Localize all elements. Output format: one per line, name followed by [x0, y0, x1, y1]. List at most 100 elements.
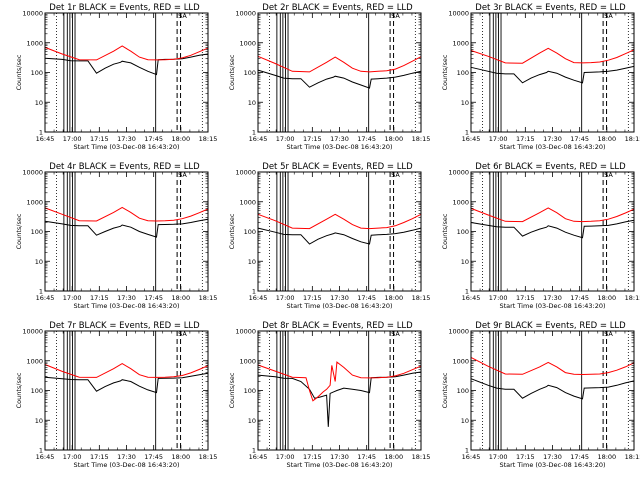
y-tick-label: 100	[457, 387, 469, 395]
x-tick-label: 17:45	[144, 135, 163, 143]
panel-title: Det 6r BLACK = Events, RED = LLD	[475, 162, 626, 172]
y-tick-label: 1	[252, 447, 256, 455]
x-tick-label: 17:30	[117, 453, 136, 461]
x-tick-label: 18:15	[625, 294, 640, 302]
y-tick-label: 1	[39, 288, 43, 296]
x-tick-label: 17:45	[570, 135, 589, 143]
x-tick-label: 17:15	[516, 294, 535, 302]
x-tick-label: 18:15	[412, 294, 431, 302]
sa-marker-label: SA	[391, 330, 400, 338]
panel-title: Det 2r BLACK = Events, RED = LLD	[262, 3, 413, 13]
x-tick-label: 17:00	[63, 294, 82, 302]
series-lld-line	[257, 213, 422, 230]
y-tick-label: 10000	[235, 169, 256, 177]
x-tick-label: 18:00	[597, 135, 616, 143]
panel-title: Det 8r BLACK = Events, RED = LLD	[262, 321, 413, 331]
x-tick-label: 18:15	[199, 294, 218, 302]
series-lld-line	[44, 363, 209, 378]
y-tick-label: 1	[39, 129, 43, 137]
y-tick-label: 1000	[239, 198, 256, 206]
x-tick-label: 17:45	[144, 294, 163, 302]
y-tick-label: 10	[35, 417, 43, 425]
panel-title: Det 4r BLACK = Events, RED = LLD	[49, 162, 200, 172]
series-events-line	[257, 69, 422, 89]
y-tick-label: 100	[457, 228, 469, 236]
y-tick-label: 10	[461, 99, 469, 107]
series-events-line	[470, 65, 635, 84]
y-tick-label: 10	[461, 417, 469, 425]
y-tick-label: 100	[457, 69, 469, 77]
y-tick-label: 10000	[22, 169, 43, 177]
y-tick-label: 10000	[22, 328, 43, 336]
x-tick-label: 17:45	[357, 453, 376, 461]
sa-marker-label: SA	[604, 12, 613, 20]
x-axis-label: Start Time (03-Dec-08 16:43:20)	[286, 143, 392, 151]
y-tick-label: 10000	[235, 328, 256, 336]
series-events-line	[44, 53, 209, 76]
x-tick-label: 17:30	[330, 294, 349, 302]
x-tick-label: 17:00	[489, 294, 508, 302]
y-tick-label: 10000	[448, 328, 469, 336]
x-axis-label: Start Time (03-Dec-08 16:43:20)	[73, 461, 179, 469]
sa-marker-label: SA	[391, 171, 400, 179]
x-tick-label: 17:45	[357, 135, 376, 143]
x-tick-label: 17:15	[303, 294, 322, 302]
y-axis-label: Counts/sec	[228, 372, 236, 408]
x-axis-label: Start Time (03-Dec-08 16:43:20)	[286, 302, 392, 310]
y-axis-label: Counts/sec	[228, 213, 236, 249]
y-tick-label: 100	[244, 69, 256, 77]
y-tick-label: 1	[39, 447, 43, 455]
x-tick-label: 17:15	[90, 135, 109, 143]
y-tick-label: 1	[252, 288, 256, 296]
x-tick-label: 18:15	[199, 453, 218, 461]
x-tick-label: 17:30	[543, 294, 562, 302]
x-axis-label: Start Time (03-Dec-08 16:43:20)	[73, 302, 179, 310]
x-tick-label: 17:00	[63, 453, 82, 461]
y-tick-label: 10	[248, 417, 256, 425]
series-lld-line	[44, 45, 209, 61]
x-tick-label: 16:45	[249, 294, 268, 302]
y-tick-label: 1000	[452, 198, 469, 206]
x-tick-label: 18:00	[171, 453, 190, 461]
y-tick-label: 10	[461, 258, 469, 266]
y-axis-label: Counts/sec	[441, 54, 449, 90]
y-axis-label: Counts/sec	[441, 372, 449, 408]
x-axis-label: Start Time (03-Dec-08 16:43:20)	[499, 302, 605, 310]
x-tick-label: 16:45	[36, 294, 55, 302]
y-axis-label: Counts/sec	[15, 372, 23, 408]
y-tick-label: 10000	[448, 10, 469, 18]
series-events-line	[44, 218, 209, 238]
x-tick-label: 18:15	[199, 135, 218, 143]
x-tick-label: 17:00	[489, 135, 508, 143]
y-tick-label: 1	[465, 288, 469, 296]
series-lld-line	[257, 55, 422, 73]
x-tick-label: 17:00	[63, 135, 82, 143]
x-tick-label: 18:15	[625, 453, 640, 461]
series-lld-line	[470, 356, 635, 376]
panel-title: Det 1r BLACK = Events, RED = LLD	[49, 3, 200, 13]
series-events-line	[470, 219, 635, 239]
x-tick-label: 16:45	[36, 135, 55, 143]
y-tick-label: 10	[35, 258, 43, 266]
x-tick-label: 17:00	[276, 135, 295, 143]
y-tick-label: 10	[35, 99, 43, 107]
x-tick-label: 17:00	[489, 453, 508, 461]
x-tick-label: 18:15	[625, 135, 640, 143]
y-tick-label: 100	[31, 387, 43, 395]
y-tick-label: 1000	[26, 198, 43, 206]
x-tick-label: 16:45	[36, 453, 55, 461]
x-tick-label: 17:15	[516, 135, 535, 143]
x-tick-label: 18:00	[171, 135, 190, 143]
y-tick-label: 1	[465, 447, 469, 455]
x-tick-label: 17:30	[330, 135, 349, 143]
x-tick-label: 18:00	[384, 453, 403, 461]
sa-marker-label: SA	[178, 171, 187, 179]
x-tick-label: 17:15	[303, 453, 322, 461]
